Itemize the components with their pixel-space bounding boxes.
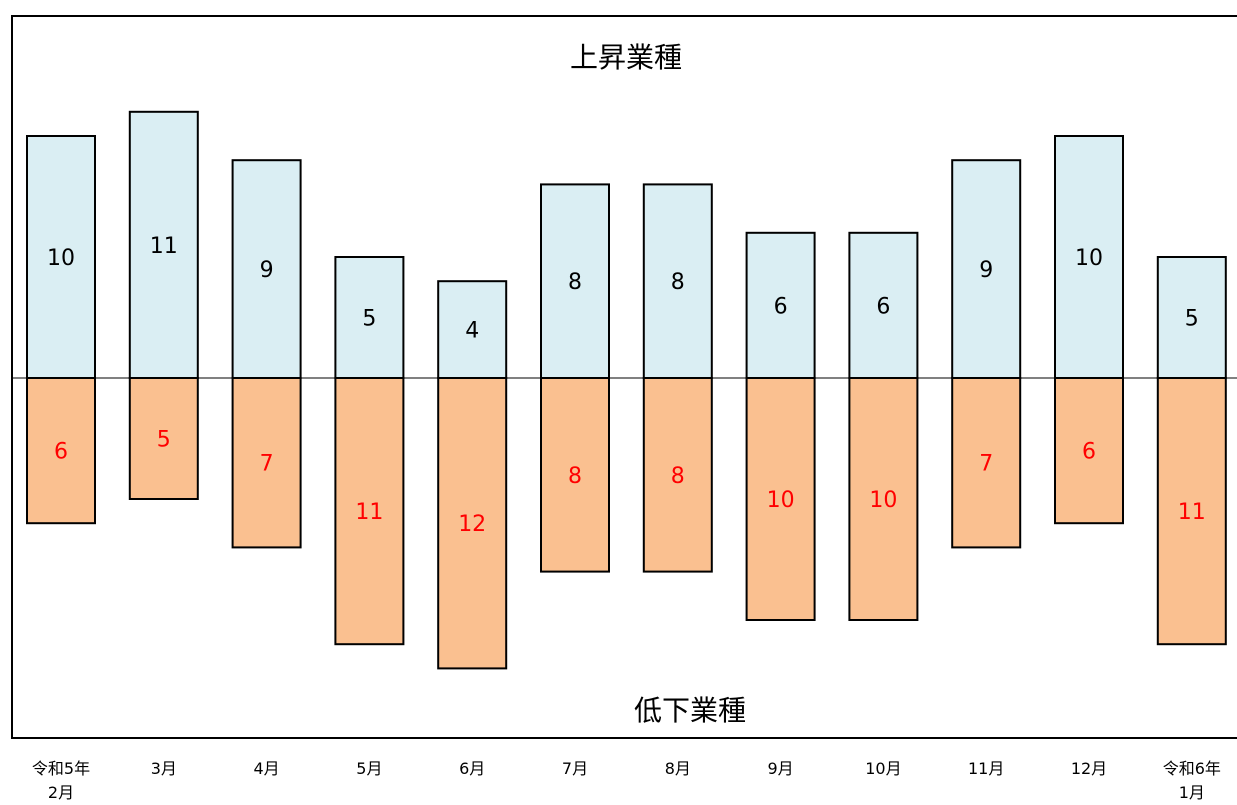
category-label-1: 3月 (151, 759, 177, 778)
category-label-2: 4月 (254, 759, 280, 778)
category-labels-layer: 令和5年 2月 3月 4月 5月 6月 7月 8月 9月 10月 11月 12月 令和6年 1月 (32, 759, 1221, 802)
category-label-9: 11月 (968, 759, 1004, 778)
value-label-up-8: 6 (876, 294, 890, 319)
bar-down-8 (848, 377, 919, 621)
category-label-line: 9月 (768, 759, 794, 778)
category-label-8: 10月 (865, 759, 901, 778)
category-label-0: 令和5年 2月 (32, 759, 90, 802)
bar-up-9 (951, 159, 1022, 379)
category-label-line: 2月 (48, 783, 74, 802)
value-label-up-7: 6 (774, 294, 788, 319)
category-label-4: 6月 (459, 759, 485, 778)
bar-up-0 (26, 135, 96, 379)
bar-down-9 (951, 377, 1022, 549)
category-label-10: 12月 (1071, 759, 1107, 778)
category-label-3: 5月 (356, 759, 382, 778)
category-label-5: 7月 (562, 759, 588, 778)
value-label-down-7: 10 (767, 488, 795, 513)
value-label-up-3: 5 (362, 307, 376, 332)
value-label-down-6: 8 (671, 464, 685, 489)
category-label-11: 令和6年 1月 (1163, 759, 1221, 802)
value-label-up-5: 8 (568, 270, 582, 295)
category-label-6: 8月 (665, 759, 691, 778)
value-label-down-1: 5 (157, 428, 171, 453)
category-label-line: 10月 (865, 759, 901, 778)
category-label-7: 9月 (768, 759, 794, 778)
value-label-up-9: 9 (979, 258, 993, 283)
bar-down-11 (1156, 377, 1227, 646)
category-label-line: 6月 (459, 759, 485, 778)
bar-up-4 (437, 280, 508, 380)
value-label-up-4: 4 (465, 319, 479, 344)
bar-up-1 (128, 110, 199, 380)
category-label-line: 1月 (1179, 783, 1205, 802)
value-label-up-2: 9 (260, 258, 274, 283)
category-label-line: 3月 (151, 759, 177, 778)
value-label-up-11: 5 (1185, 307, 1199, 332)
plot-area-frame (11, 15, 1237, 739)
value-labels-layer: 10 6 11 5 9 7 5 11 4 12 8 8 8 8 6 10 6 10 9 7 10 6 5 11 (47, 234, 1206, 537)
category-label-line: 令和5年 (32, 759, 90, 778)
bar-up-11 (1156, 256, 1227, 379)
bar-down-10 (1054, 377, 1124, 525)
value-label-down-5: 8 (568, 464, 582, 489)
value-label-down-3: 11 (355, 500, 383, 525)
bar-down-1 (128, 377, 199, 500)
value-label-down-2: 7 (260, 452, 274, 477)
bar-up-2 (231, 159, 302, 379)
bar-down-5 (540, 377, 610, 573)
bar-down-2 (231, 377, 302, 549)
chart-title: 上昇業種 (570, 41, 682, 74)
category-label-line: 5月 (356, 759, 382, 778)
bar-down-0 (26, 377, 96, 525)
bar-up-8 (848, 231, 919, 379)
value-label-down-8: 10 (869, 488, 897, 513)
bar-down-3 (334, 377, 405, 646)
value-label-up-6: 8 (671, 270, 685, 295)
chart-bottom-title: 低下業種 (634, 694, 746, 727)
bars-layer (26, 110, 1227, 670)
value-label-down-11: 11 (1178, 500, 1206, 525)
value-label-down-0: 6 (54, 440, 68, 465)
bar-up-5 (540, 183, 610, 379)
bar-down-7 (745, 377, 816, 621)
category-label-line: 8月 (665, 759, 691, 778)
bar-up-3 (334, 256, 405, 379)
value-label-up-1: 11 (150, 234, 178, 259)
value-label-up-10: 10 (1075, 246, 1103, 271)
category-label-line: 7月 (562, 759, 588, 778)
category-label-line: 12月 (1071, 759, 1107, 778)
category-label-line: 令和6年 (1163, 759, 1221, 778)
value-label-down-10: 6 (1082, 440, 1096, 465)
value-label-down-4: 12 (458, 512, 486, 537)
bar-up-7 (745, 231, 816, 379)
value-label-down-9: 7 (979, 452, 993, 477)
category-label-line: 4月 (254, 759, 280, 778)
category-label-line: 11月 (968, 759, 1004, 778)
value-label-up-0: 10 (47, 246, 75, 271)
